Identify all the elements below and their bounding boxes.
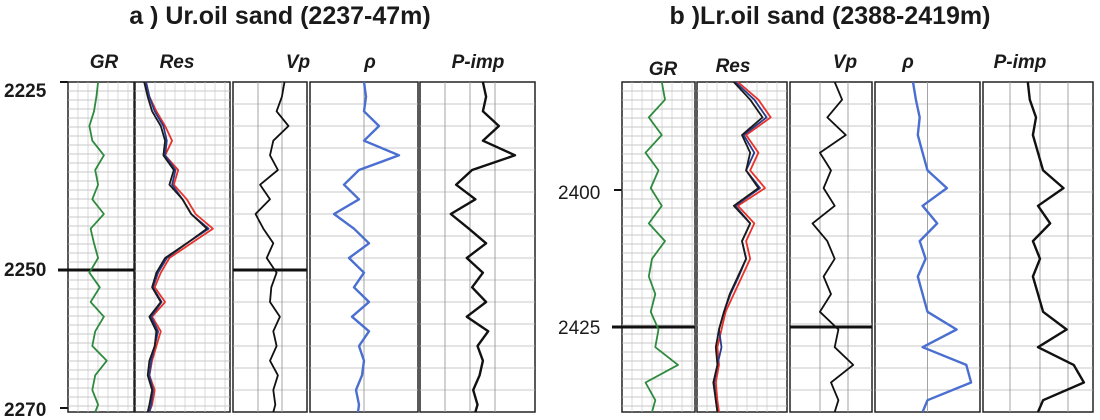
panel-b-vp-curve: [811, 81, 855, 413]
panel-b-depth-tick-label: 2400: [558, 183, 600, 204]
panel-a-track-vp: [232, 81, 308, 413]
panel-b-res-deep-curve: [712, 81, 764, 413]
panel-a-rho-curve: [332, 81, 401, 413]
panel-a-depth-tick-label: 2270: [4, 400, 46, 420]
panel-b-track-res-frame: [696, 81, 788, 413]
panel-b-track-rho: [874, 81, 981, 413]
panel-a-title: a ) Ur.oil sand (2237-47m): [129, 2, 431, 30]
panel-a-pimp-curve: [449, 81, 517, 413]
panel-b-depth-tick-label: 2425: [558, 318, 600, 339]
panel-b-rho-curve: [911, 81, 973, 413]
panel-a-track-rho-header: ρ: [363, 52, 376, 73]
panel-a-track-vp-header: Vp: [286, 52, 310, 73]
panel-b-track-vp-frame: [789, 81, 873, 413]
panel-a-track-pimp-header: P-imp: [452, 52, 505, 73]
panel-a-track-pimp-frame: [419, 81, 536, 413]
panel-b-track-res-header: Res: [716, 56, 751, 77]
panel-a-track-vp-frame: [232, 81, 308, 413]
panel-b-track-gr-frame: [621, 81, 696, 413]
panel-a-plot: [58, 81, 536, 413]
panel-a-depth-tick-label: 2225: [4, 81, 47, 102]
panel-b-pimp-curve: [1026, 81, 1086, 413]
panel-a-gr-curve: [88, 81, 108, 413]
panel-a-track-pimp: [419, 81, 536, 413]
panel-b-track-vp: [789, 81, 873, 413]
panel-a-depth-tick-label: 2250: [4, 260, 46, 281]
panel-a-track-gr-frame: [67, 81, 135, 413]
panel-b-track-gr: [612, 81, 696, 413]
panel-b-track-res: [696, 81, 788, 413]
panel-a-track-gr-header: GR: [90, 52, 119, 73]
panel-a-track-gr: [58, 81, 135, 413]
panel-a-res-deep-curve: [143, 81, 208, 413]
panel-b-plot: [612, 81, 1094, 413]
panel-a-vp-curve: [254, 81, 290, 413]
panel-a-track-res-header: Res: [160, 52, 195, 73]
panel-b-track-rho-header: ρ: [901, 52, 914, 73]
panel-b-track-pimp-frame: [982, 81, 1094, 413]
panel-b-track-vp-header: Vp: [833, 52, 857, 73]
panel-b-track-gr-header: GR: [649, 59, 678, 80]
panel-b-track-pimp-header: P-imp: [994, 52, 1047, 73]
panel-b-gr-curve: [644, 81, 679, 413]
panel-b-track-pimp: [982, 81, 1094, 413]
panel-b-title: b )Lr.oil sand (2388-2419m): [670, 2, 991, 30]
